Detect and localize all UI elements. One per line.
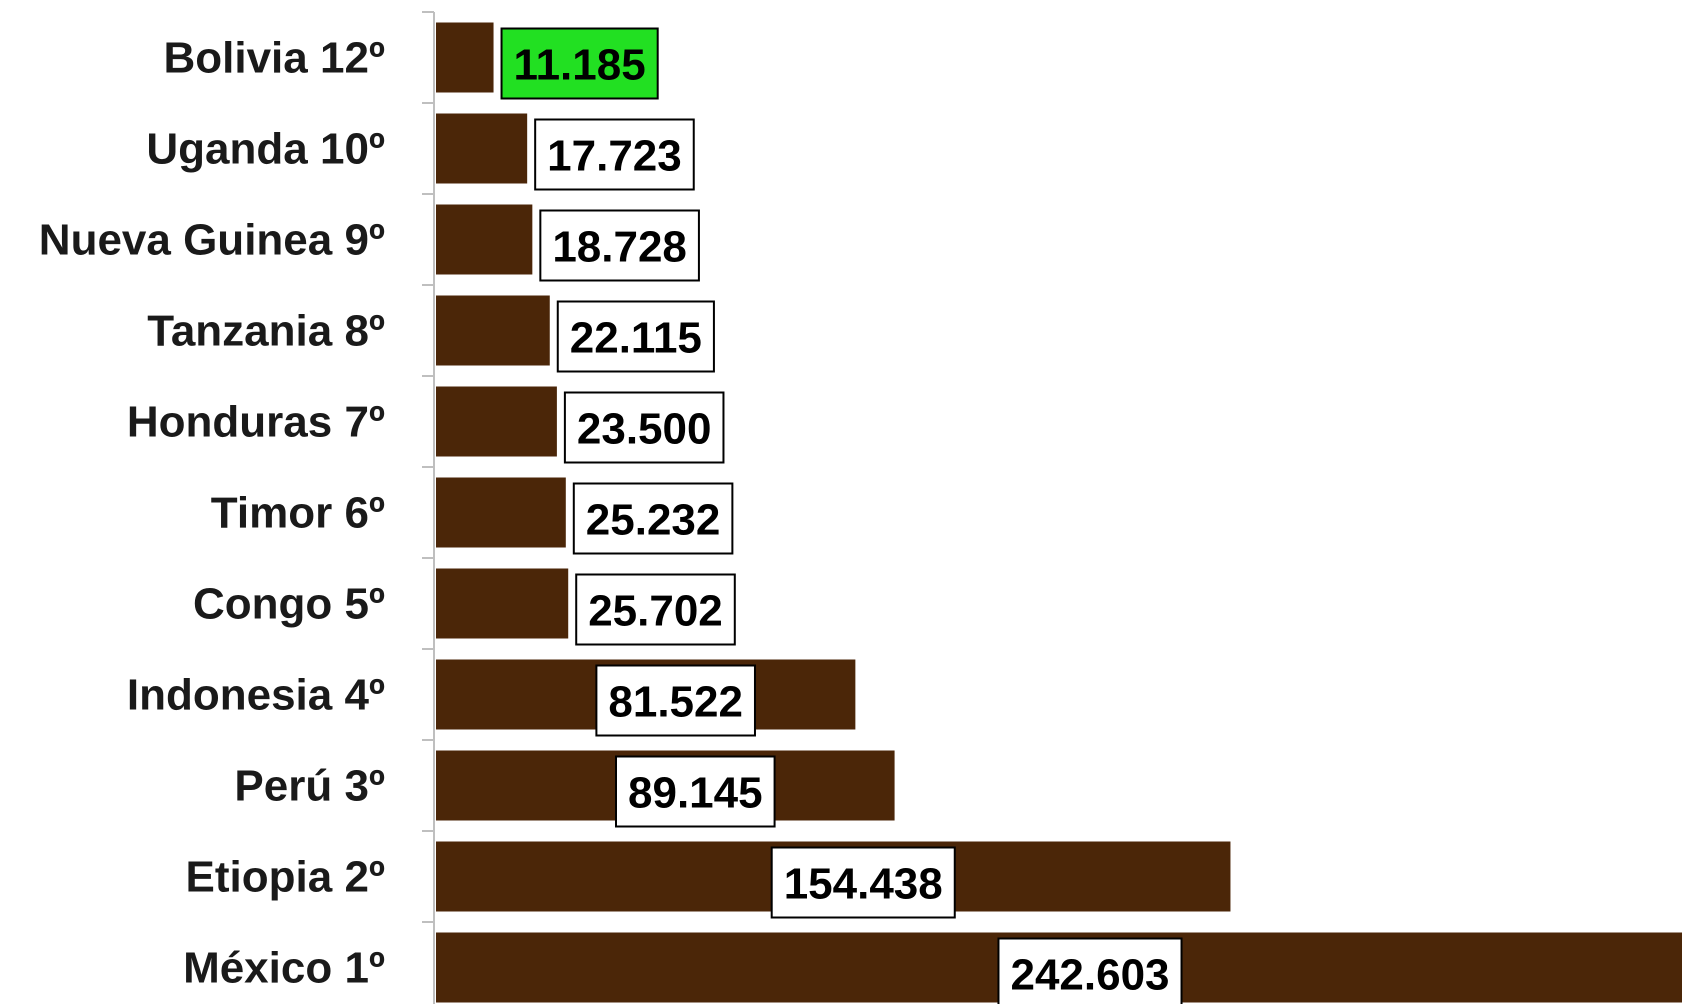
data-label: 25.232	[586, 496, 721, 545]
data-label-box	[595, 664, 756, 737]
category-label: Indonesia 4º	[127, 671, 385, 720]
bar	[436, 204, 533, 275]
data-label-box	[500, 27, 659, 100]
category-label: Uganda 10º	[146, 125, 385, 174]
category-label: Honduras 7º	[127, 398, 385, 447]
data-label-box	[534, 118, 695, 191]
data-label-box	[770, 846, 956, 919]
data-label-box	[563, 391, 725, 464]
category-labels: Bolivia 12º Uganda 10º Nueva Guinea 9º Tanz…	[39, 34, 385, 993]
data-label: 17.723	[547, 132, 682, 181]
data-label: 22.115	[570, 314, 702, 363]
data-label: 89.145	[628, 769, 763, 818]
data-label: 242.603	[1010, 951, 1169, 1000]
data-label-box	[575, 573, 736, 646]
category-label: Bolivia 12º	[163, 34, 385, 83]
data-label-box	[997, 937, 1183, 1004]
data-labels: 11.185 17.723 18.728 22.115 23.500 25.232 25.7…	[500, 27, 1183, 1004]
category-label: Perú 3º	[234, 762, 385, 811]
data-label-box	[572, 482, 734, 555]
category-label: Tanzania 8º	[147, 307, 385, 356]
bar	[436, 22, 494, 93]
data-label: 81.522	[608, 678, 743, 727]
bar	[436, 113, 528, 184]
category-label: Congo 5º	[193, 580, 385, 629]
data-label-box	[556, 300, 715, 373]
data-label: 154.438	[784, 860, 943, 909]
bar	[436, 386, 557, 457]
bar	[436, 568, 569, 639]
bar	[436, 477, 566, 548]
data-label: 18.728	[552, 223, 687, 272]
category-label: Nueva Guinea 9º	[39, 216, 385, 265]
axis-ticks	[422, 11, 434, 923]
category-label: México 1º	[183, 944, 385, 993]
category-label: Etiopia 2º	[186, 853, 385, 902]
data-label: 23.500	[577, 405, 712, 454]
data-label-box	[539, 209, 700, 282]
category-label: Timor 6º	[211, 489, 385, 538]
data-label-box	[615, 755, 776, 828]
data-label: 11.185	[514, 41, 646, 90]
data-label: 25.702	[588, 587, 723, 636]
bar	[436, 295, 550, 366]
